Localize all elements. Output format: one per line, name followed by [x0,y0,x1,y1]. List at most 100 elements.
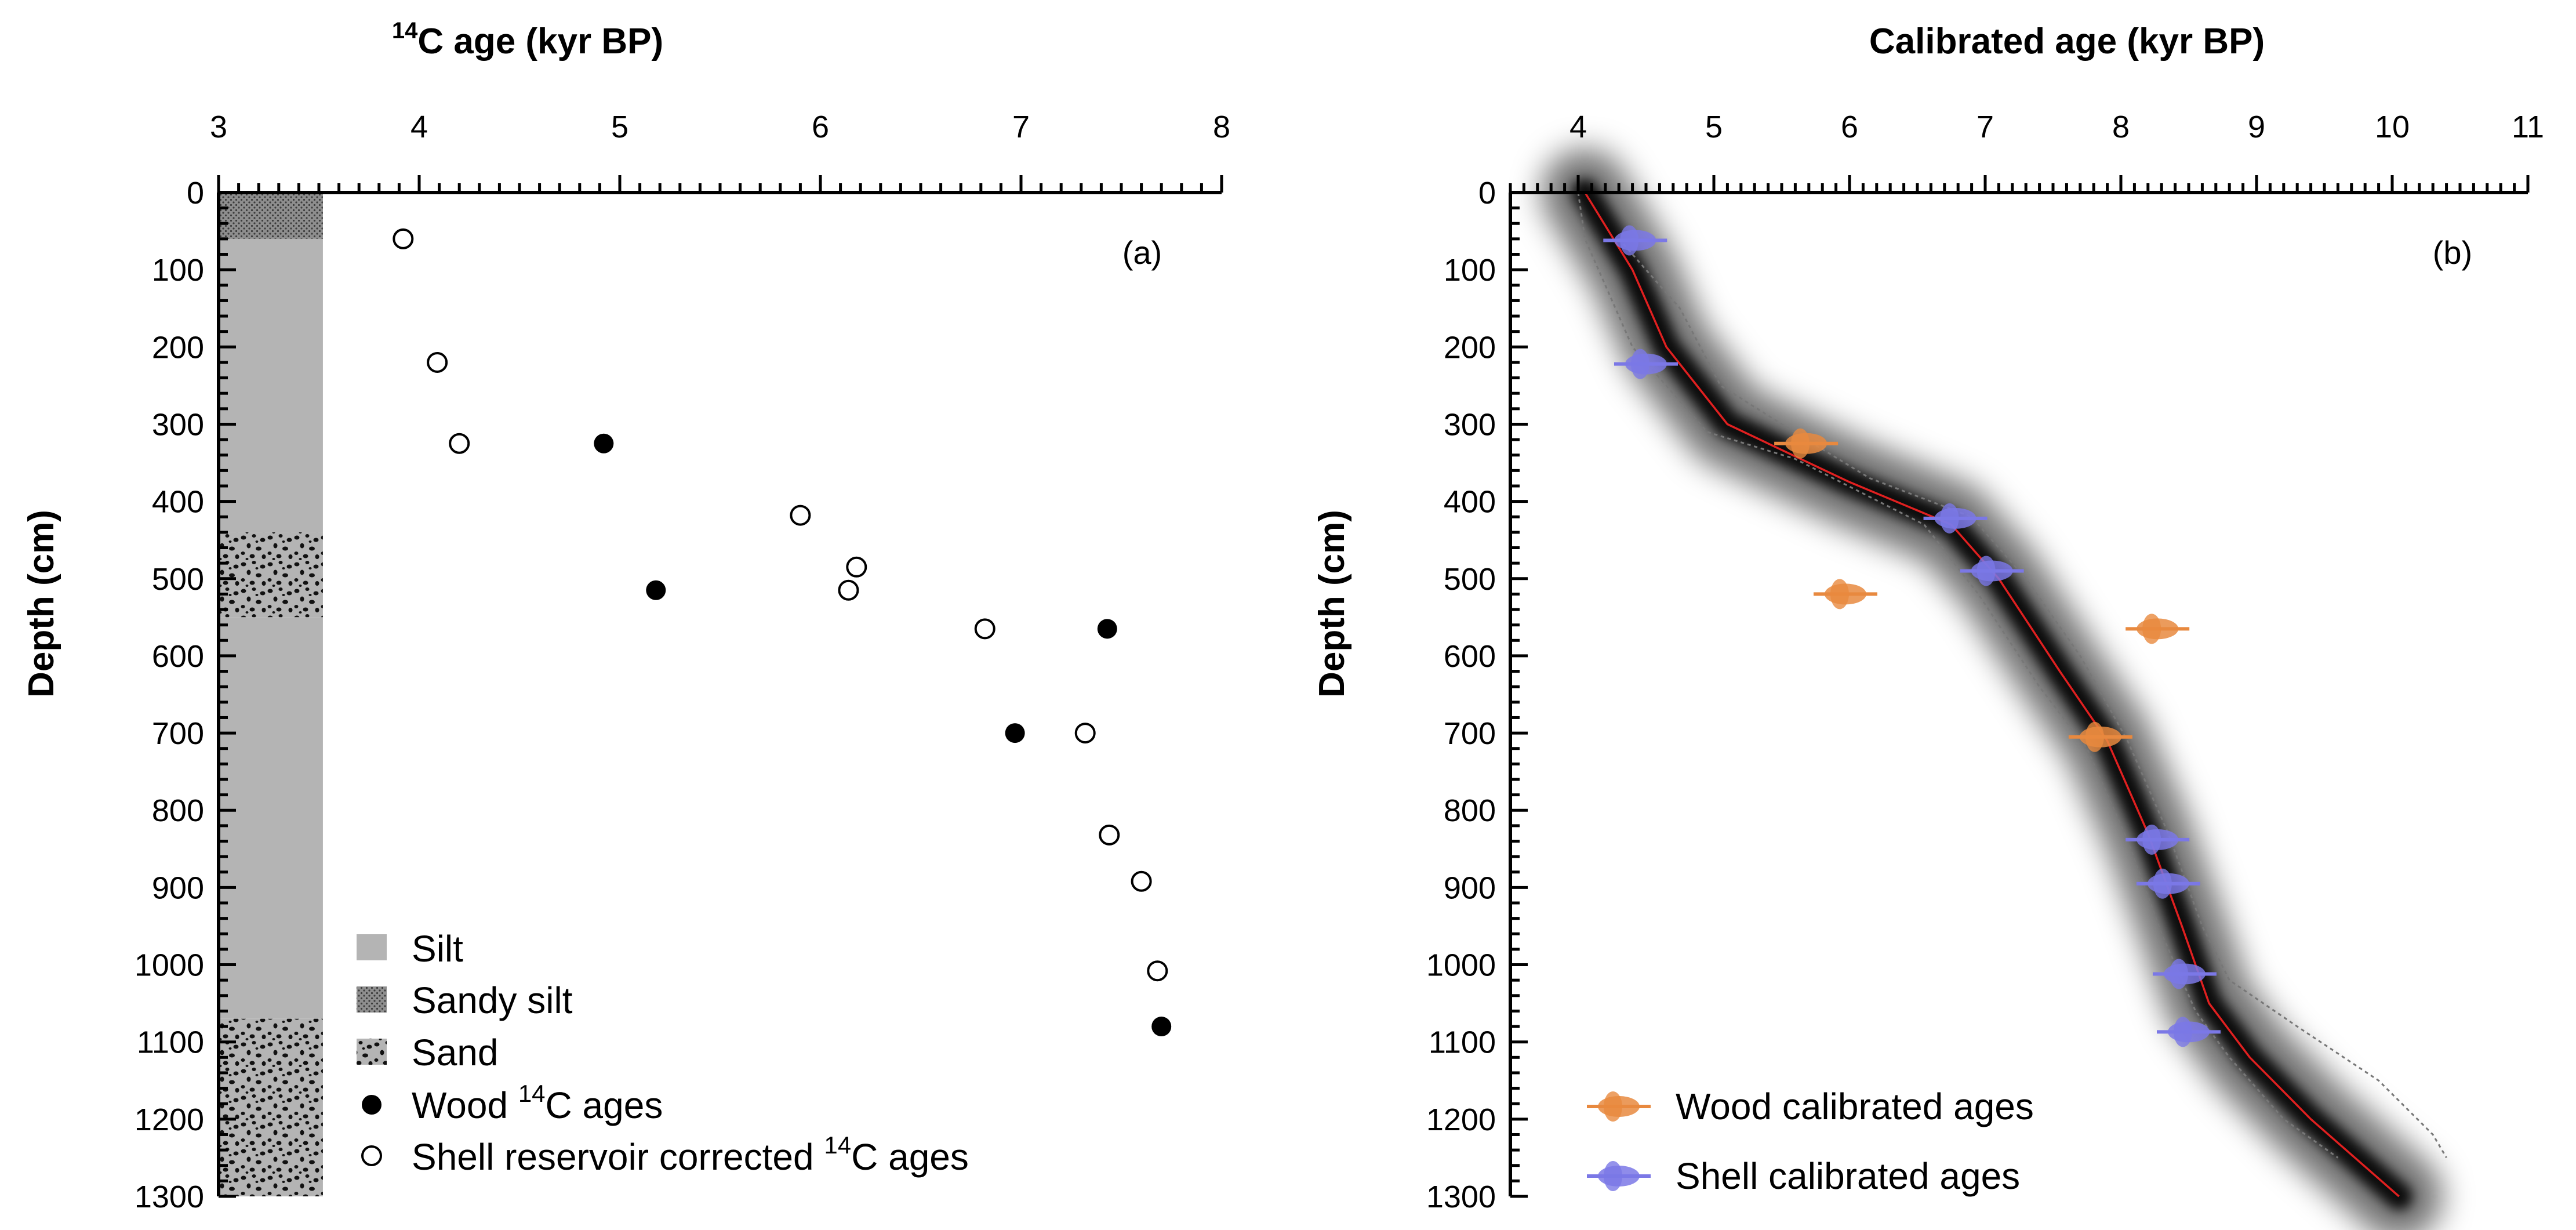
legend-sandy-silt-label: Sandy silt [412,979,573,1021]
panel-b-y-tick-label: 1300 [1426,1180,1496,1214]
legend-shell-marker [361,1145,382,1166]
panel-b-y-tick-label: 800 [1444,793,1496,828]
calibrated-probability-peak [2142,824,2161,855]
legend-wood-label: Wood 14C ages [412,1080,663,1126]
lithology-silt-layer [219,238,323,532]
panel-a-legend: Silt Sandy silt Sand Wood 14C ages Shell… [357,928,969,1178]
panel-a-y-tick-label: 300 [152,407,204,442]
calibrated-probability-peak [1976,556,1996,586]
legend-sand-label: Sand [412,1032,498,1073]
panel-a-y-tick-label: 100 [152,253,204,288]
panel-b-y-tick-label: 300 [1444,407,1496,442]
panel-b-y-axis-label: Depth (cm) [1312,510,1352,698]
model-upper-bound-line [1618,238,2447,1159]
wood-14c-point [1151,1017,1172,1037]
legend-sand-swatch [357,1039,387,1065]
panel-a-y-tick-label: 400 [152,485,204,520]
calibrated-probability-peak [2085,721,2104,752]
panel-b-x-tick-label: 11 [2512,110,2544,144]
shell-calibrated-age-point [2126,824,2190,855]
calibrated-probability-peak [2174,1017,2192,1047]
lithology-sand-layer [219,532,323,618]
panel-a-y-tick-label: 0 [187,176,204,211]
calibrated-probability-peak [1620,225,1639,256]
shell-calibrated-age-point [2152,959,2217,989]
panel-a-title: 14C age (kyr BP) [392,18,663,61]
shell-14c-point [1131,870,1152,892]
shell-14c-point [974,618,995,640]
wood-calibrated-age-point [2068,721,2132,752]
panel-b-data-points [1603,225,2221,1047]
wood-14c-point [1005,723,1025,743]
shell-14c-point [393,228,414,249]
shell-14c-point [1099,824,1120,846]
calibrated-probability-peak [2169,959,2188,989]
legend-wood-cal-label: Wood calibrated ages [1676,1086,2034,1127]
calibrated-probability-peak [1631,349,1649,379]
lithology-sand-layer [219,1018,323,1196]
panel-b-x-tick-label: 9 [2248,110,2265,144]
panel-a-axes: 3 4 5 6 7 8 0 100 200 300 400 500 600 700 800 900 1000 11… [135,110,1230,1214]
shell-calibrated-age-point [1923,503,1988,534]
wood-14c-point [1097,619,1117,639]
panel-a-y-tick-label: 1300 [135,1180,204,1214]
panel-a-y-tick-label: 500 [152,562,204,597]
panel-b-y-tick-label: 500 [1444,562,1496,597]
panel-b-y-tick-label: 100 [1444,253,1496,288]
shell-calibrated-age-point [1960,556,2024,586]
shell-14c-point [790,505,811,526]
panel-a-x-tick-label: 7 [1012,110,1030,144]
panel-a-x-tick-label: 5 [611,110,628,144]
calibrated-probability-peak [1940,503,1959,534]
panel-a-x-tick-label: 4 [410,110,428,144]
panel-b-y-tick-label: 0 [1478,176,1496,211]
model-median-line [1584,192,2400,1198]
lithology-sandy-silt-layer [219,193,323,239]
calibrated-probability-peak [1604,1161,1622,1191]
shell-14c-point [449,433,470,454]
panel-a-data-points [393,228,1172,1037]
panel-a-y-tick-label: 200 [152,330,204,365]
panel-b-x-tick-label: 6 [1841,110,1858,144]
wood-calibrated-age-point [1813,579,1877,609]
panel-b-y-tick-label: 1200 [1426,1102,1496,1137]
panel-a-x-tick-label: 3 [210,110,227,144]
lithology-silt-layer [219,617,323,1019]
panel-a-y-tick-label: 1100 [137,1025,204,1060]
legend-silt-swatch [357,934,387,960]
model-probability-cloud [1541,149,2443,1230]
legend-shell-label: Shell reservoir corrected 14C ages [412,1131,969,1178]
legend-silt-label: Silt [412,928,463,970]
panel-b-x-tick-label: 4 [1569,110,1587,144]
panel-a: 3 4 5 6 7 8 0 100 200 300 400 500 600 700 800 900 1000 11… [21,18,1230,1214]
legend-wood-cal-marker [1587,1091,1651,1122]
shell-calibrated-age-point [2136,868,2200,899]
panel-b-label: (b) [2433,234,2472,271]
legend-shell-cal-label: Shell calibrated ages [1676,1155,2020,1197]
panel-a-x-tick-label: 8 [1213,110,1230,144]
panel-b-legend: Wood calibrated ages Shell calibrated ag… [1587,1086,2034,1197]
panel-b-title: Calibrated age (kyr BP) [1869,21,2265,61]
panel-b-x-tick-label: 10 [2375,110,2410,144]
legend-wood-cal-shape [1587,1091,1651,1122]
panel-b-y-tick-label: 200 [1444,330,1496,365]
shell-calibrated-age-point [2157,1017,2221,1047]
legend-shell-cal-marker [1587,1161,1651,1191]
panel-b-y-tick-label: 700 [1444,716,1496,751]
legend-wood-marker [362,1095,382,1115]
panel-b-y-tick-label: 900 [1444,870,1496,905]
shell-14c-point [427,351,448,373]
panel-b-axes: 4 5 6 7 8 9 10 11 0 100 200 300 400 500 600 700 800 900 10… [1426,110,2544,1214]
panel-b-y-tick-label: 400 [1444,485,1496,520]
calibrated-probability-peak [2153,868,2172,899]
shell-calibrated-age-point [1614,349,1678,379]
shell-14c-point [1074,723,1096,744]
panel-b: 4 5 6 7 8 9 10 11 0 100 200 300 400 500 600 700 800 900 10… [1312,21,2544,1230]
panel-a-label: (a) [1122,234,1162,271]
wood-14c-point [646,580,666,600]
panel-a-y-axis-label: Depth (cm) [21,510,61,698]
panel-b-x-tick-label: 8 [2112,110,2130,144]
calibrated-probability-peak [1830,579,1849,609]
panel-b-x-tick-label: 7 [1976,110,1994,144]
